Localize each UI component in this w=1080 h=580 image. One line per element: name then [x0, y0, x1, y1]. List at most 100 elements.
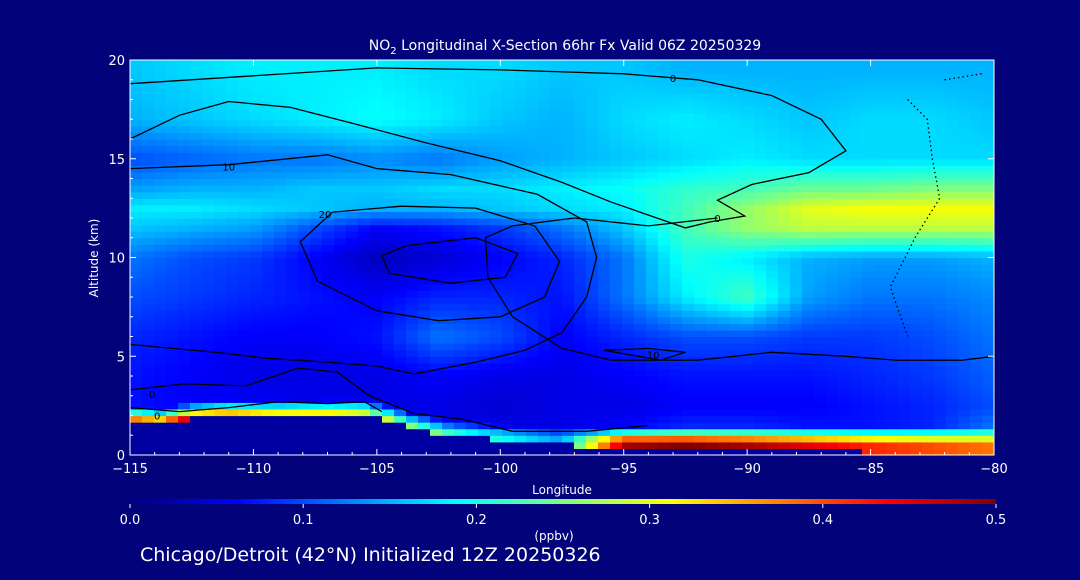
heatmap-cell	[334, 132, 347, 140]
heatmap-cell	[538, 231, 551, 239]
heatmap-cell	[226, 316, 239, 324]
heatmap-cell	[154, 402, 167, 410]
heatmap-cell	[610, 310, 623, 318]
heatmap-cell	[226, 145, 239, 153]
heatmap-cell	[190, 290, 203, 298]
heatmap-cell	[334, 139, 347, 147]
heatmap-cell	[934, 204, 947, 213]
heatmap-cell	[346, 99, 359, 107]
heatmap-cell	[910, 171, 923, 180]
heatmap-cell	[466, 185, 479, 193]
heatmap-cell	[586, 73, 599, 81]
heatmap-cell	[190, 79, 203, 87]
heatmap-cell	[310, 277, 323, 285]
heatmap-cell	[682, 158, 695, 166]
heatmap-cell	[250, 99, 263, 107]
heatmap-cell	[958, 297, 971, 305]
heatmap-cell	[814, 316, 827, 324]
heatmap-cell	[514, 112, 527, 120]
heatmap-cell	[982, 198, 994, 206]
heatmap-cell	[394, 112, 407, 120]
heatmap-cell	[754, 369, 767, 377]
heatmap-cell	[718, 185, 731, 193]
heatmap-cell	[754, 158, 767, 166]
heatmap-cell	[430, 329, 443, 338]
heatmap-cell	[934, 191, 947, 199]
heatmap-cell	[562, 204, 575, 213]
heatmap-cell	[394, 303, 407, 311]
heatmap-cell	[502, 145, 515, 153]
heatmap-cell	[610, 112, 623, 120]
heatmap-cell	[826, 178, 839, 186]
heatmap-cell	[526, 73, 539, 81]
heatmap-cell	[802, 119, 815, 127]
heatmap-cell	[274, 106, 287, 114]
heatmap-cell	[346, 204, 359, 213]
heatmap-cell	[274, 435, 287, 443]
heatmap-cell	[958, 277, 971, 285]
heatmap-cell	[454, 158, 467, 166]
heatmap-cell	[862, 73, 875, 81]
heatmap-cell	[394, 270, 407, 278]
heatmap-cell	[658, 165, 671, 173]
heatmap-cell	[286, 270, 299, 278]
heatmap-cell	[814, 73, 827, 81]
heatmap-cell	[838, 99, 851, 107]
heatmap-cell	[694, 441, 707, 450]
heatmap-cell	[658, 178, 671, 186]
heatmap-cell	[430, 422, 443, 430]
heatmap-cell	[178, 66, 191, 74]
heatmap-cell	[622, 270, 635, 278]
heatmap-cell	[826, 441, 839, 450]
heatmap-cell	[730, 415, 743, 423]
contour-line	[889, 99, 941, 337]
heatmap-cell	[706, 125, 719, 134]
heatmap-cell	[922, 336, 935, 344]
x-tick-label: −90	[733, 462, 760, 477]
heatmap-cell	[610, 283, 623, 292]
heatmap-cell	[442, 297, 455, 305]
heatmap-cell	[886, 218, 899, 226]
heatmap-cell	[334, 376, 347, 384]
heatmap-cell	[562, 376, 575, 384]
heatmap-cell	[154, 389, 167, 397]
heatmap-cell	[802, 448, 815, 455]
heatmap-cell	[898, 343, 911, 351]
heatmap-cell	[334, 290, 347, 298]
heatmap-cell	[478, 158, 491, 166]
heatmap-cell	[598, 158, 611, 166]
heatmap-cell	[874, 152, 887, 160]
heatmap-cell	[178, 395, 191, 403]
heatmap-cell	[526, 178, 539, 186]
heatmap-cell	[694, 257, 707, 265]
heatmap-cell	[358, 349, 371, 357]
heatmap-cell	[658, 290, 671, 298]
heatmap-cell	[898, 178, 911, 186]
heatmap-cell	[718, 435, 731, 443]
heatmap-cell	[694, 60, 707, 68]
heatmap-cell	[154, 99, 167, 107]
heatmap-cell	[250, 198, 263, 206]
heatmap-cell	[346, 356, 359, 364]
heatmap-cell	[202, 270, 215, 278]
heatmap-cell	[682, 408, 695, 417]
heatmap-cell	[610, 428, 623, 436]
heatmap-cell	[742, 165, 755, 173]
heatmap-cell	[706, 198, 719, 206]
heatmap-cell	[934, 395, 947, 403]
heatmap-cell	[322, 362, 335, 371]
heatmap-cell	[394, 435, 407, 443]
heatmap-cell	[706, 66, 719, 74]
heatmap-cell	[478, 244, 491, 252]
heatmap-cell	[802, 382, 815, 390]
heatmap-cell	[442, 191, 455, 199]
heatmap-cell	[790, 250, 803, 259]
heatmap-cell	[742, 198, 755, 206]
heatmap-cell	[562, 66, 575, 74]
heatmap-cell	[838, 139, 851, 147]
heatmap-cell	[574, 362, 587, 371]
heatmap-cell	[694, 323, 707, 331]
heatmap-cell	[598, 349, 611, 357]
heatmap-cell	[250, 283, 263, 292]
heatmap-cell	[838, 441, 851, 450]
